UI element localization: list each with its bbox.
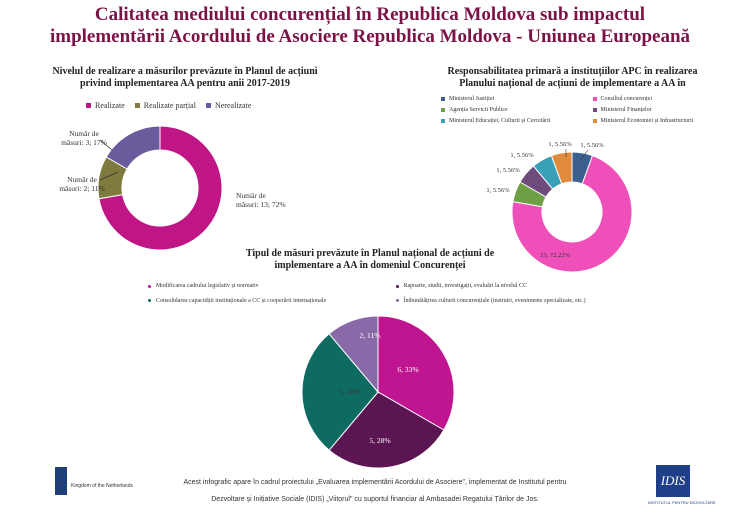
chart3-legend-item: Îmbunătățirea culturii concurențiale (in… bbox=[395, 294, 586, 308]
chart1-data-label: Număr de măsuri: 13; 72% bbox=[236, 191, 286, 209]
legend-swatch bbox=[592, 108, 597, 112]
idis-logo: IDIS bbox=[656, 465, 690, 497]
chart3-data-label: 2, 11% bbox=[360, 331, 381, 340]
footer-line1: Acest infografic apare în cadrul proiect… bbox=[183, 479, 567, 486]
netherlands-logo bbox=[55, 467, 67, 495]
chart-slice-1 bbox=[511, 154, 633, 273]
chart2-legend-item: Agenția Servicii Publice bbox=[441, 105, 583, 115]
chart1-data-label: Număr de măsuri: 3; 17% bbox=[61, 129, 107, 147]
chart1-data-label: Număr de măsuri: 2; 11% bbox=[59, 175, 105, 193]
chart1-leader-line bbox=[99, 171, 119, 181]
chart3-title-line1: Tipul de măsuri prevăzute în Planul nați… bbox=[245, 248, 495, 259]
netherlands-logo-text: Kingdom of the Netherlands bbox=[71, 483, 133, 489]
chart2-data-label: 1, 5.56% bbox=[548, 141, 572, 148]
chart1-legend-item: Realizate parțial bbox=[134, 100, 196, 111]
chart1-legend-label: Nerealizate bbox=[214, 101, 252, 110]
chart1-legend: Realizate Realizate parțial Nerealizate bbox=[86, 100, 259, 111]
chart3-title-line2: implementare a AA în domeniul Concurențe… bbox=[274, 260, 466, 271]
chart3-legend-label: Modificarea cadrului legislativ și norma… bbox=[156, 283, 259, 289]
chart2-title-line2: Planului național de acțiuni de implemen… bbox=[459, 78, 686, 89]
legend-swatch bbox=[441, 119, 445, 123]
chart2-legend: Ministerul Justiției Consiliul concurenț… bbox=[441, 94, 731, 127]
chart3-legend-label: Îmbunătățirea culturii concurențiale (in… bbox=[403, 297, 586, 304]
chart3-legend-item: Consolidarea capacității instituționale … bbox=[148, 294, 386, 308]
chart-slice-0 bbox=[377, 315, 455, 431]
legend-swatch bbox=[592, 119, 597, 123]
chart2-data-label: 1, 5.56% bbox=[486, 187, 510, 194]
chart2-legend-item: Ministerul Justiției bbox=[441, 94, 583, 104]
chart3-legend-label: Rapoarte, studii, investigații, evaluări… bbox=[403, 283, 527, 289]
chart1-title: Nivelul de realizare a măsurilor prevăzu… bbox=[30, 66, 340, 90]
chart1-title-line1: Nivelul de realizare a măsurilor prevăzu… bbox=[52, 66, 318, 77]
chart3-legend: Modificarea cadrului legislativ și norma… bbox=[148, 279, 668, 308]
chart3-title: Tipul de măsuri prevăzute în Planul nați… bbox=[230, 248, 510, 272]
chart3-data-label: 6, 33% bbox=[397, 365, 418, 374]
chart3-data-label: 5, 28% bbox=[369, 436, 390, 445]
chart2-legend-label: Ministerul Finanțelor bbox=[600, 107, 652, 113]
chart2-legend-item: Ministerul Educației, Culturii și Cercet… bbox=[441, 116, 583, 126]
chart1-legend-item: Realizate bbox=[86, 100, 125, 111]
chart2-legend-item: Ministerul Finanțelor bbox=[592, 105, 652, 115]
chart1-legend-label: Realizate bbox=[95, 101, 125, 110]
legend-swatch bbox=[441, 108, 445, 112]
footer-line2: Dezvoltare și Inițiative Sociale (IDIS) … bbox=[211, 496, 539, 503]
chart1-legend-label: Realizate parțial bbox=[143, 101, 196, 110]
chart2-legend-label: Ministerul Justiției bbox=[449, 96, 495, 102]
footer-credit: Acest infografic apare în cadrul proiect… bbox=[150, 474, 600, 508]
chart2-data-label: 1, 5.56% bbox=[496, 167, 520, 174]
legend-swatch bbox=[86, 103, 91, 108]
chart2-leader-line bbox=[579, 149, 589, 161]
legend-swatch bbox=[395, 284, 399, 288]
chart1-leader-line bbox=[99, 139, 113, 151]
legend-swatch bbox=[134, 103, 140, 108]
chart3-legend-label: Consolidarea capacității instituționale … bbox=[156, 297, 327, 304]
chart-slice-0 bbox=[98, 125, 223, 251]
chart2-title: Responsabilitatea primară a instituțiilo… bbox=[440, 66, 705, 90]
legend-swatch bbox=[148, 284, 151, 288]
chart3-data-label: 5, 28% bbox=[339, 387, 360, 396]
legend-swatch bbox=[205, 103, 211, 108]
chart2-legend-item: Ministerul Economiei și Infrastructurii bbox=[592, 116, 694, 126]
page-title: Calitatea mediului concurențial în Repub… bbox=[0, 4, 740, 48]
chart2-data-label: 13, 72.22% bbox=[540, 252, 570, 259]
chart2-data-label: 1, 5.56% bbox=[510, 152, 534, 159]
chart1-legend-item: Nerealizate bbox=[205, 100, 252, 111]
chart2-legend-label: Consiliul concurenței bbox=[600, 96, 653, 102]
page-title-line1: Calitatea mediului concurențial în Repub… bbox=[94, 4, 646, 25]
chart-slice-1 bbox=[328, 391, 445, 469]
chart2-legend-label: Ministerul Educației, Culturii și Cercet… bbox=[449, 118, 551, 124]
legend-swatch bbox=[592, 97, 597, 101]
chart2-legend-item: Consiliul concurenței bbox=[592, 94, 653, 104]
legend-swatch bbox=[148, 299, 151, 302]
legend-swatch bbox=[395, 299, 399, 302]
chart2-legend-label: Ministerul Economiei și Infrastructurii bbox=[600, 118, 694, 124]
idis-logo-text: INSTITUTUL PENTRU DEZVOLTARE bbox=[648, 500, 716, 505]
chart-slice-2 bbox=[105, 125, 161, 170]
chart2-legend-label: Agenția Servicii Publice bbox=[449, 107, 508, 113]
chart3-legend-item: Rapoarte, studii, investigații, evaluări… bbox=[395, 279, 527, 293]
chart1-title-line2: privind implementarea AA pentru anii 201… bbox=[79, 78, 291, 89]
chart-slice-5 bbox=[550, 151, 573, 185]
chart-slice-2 bbox=[301, 333, 379, 451]
chart3-legend-item: Modificarea cadrului legislativ și norma… bbox=[148, 279, 386, 293]
page-title-line2: implementării Acordului de Asociere Repu… bbox=[49, 26, 691, 47]
chart-slice-3 bbox=[328, 315, 379, 394]
chart2-title-line1: Responsabilitatea primară a instituțiilo… bbox=[447, 66, 698, 77]
legend-swatch bbox=[441, 97, 445, 101]
chart2-data-label: 1, 5.56% bbox=[580, 142, 604, 149]
